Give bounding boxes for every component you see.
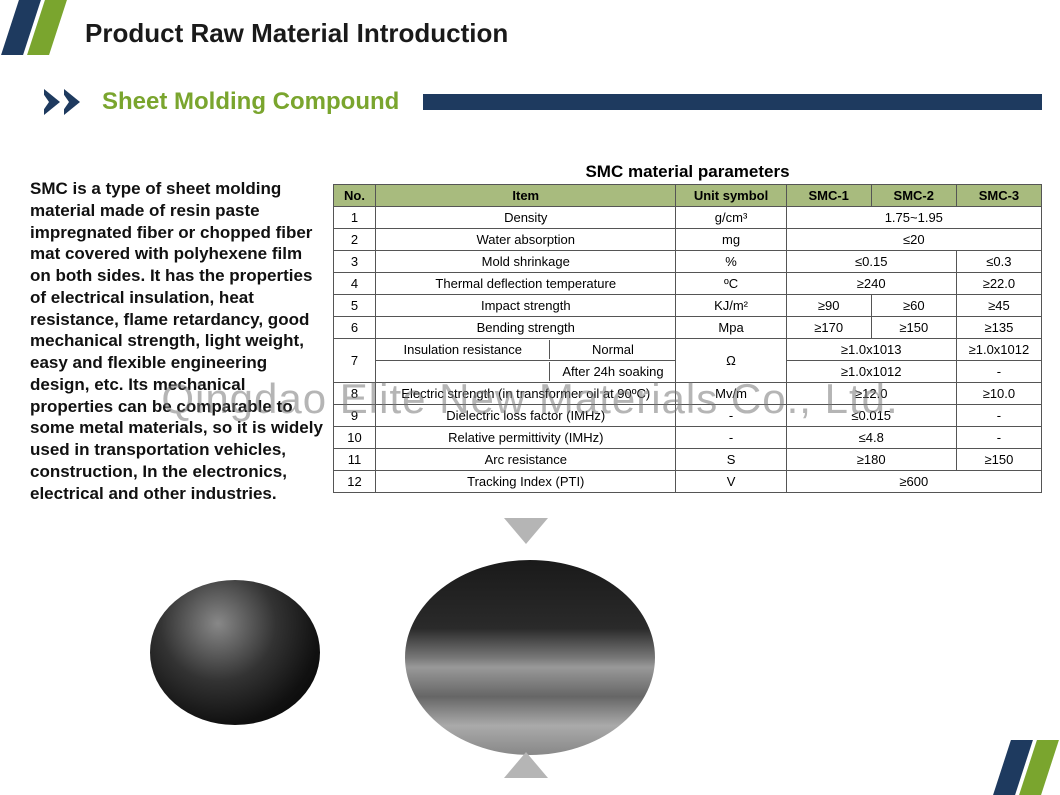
table-cell: Bending strength — [376, 317, 676, 339]
table-cell: 2 — [334, 229, 376, 251]
table-cell: 3 — [334, 251, 376, 273]
column-header: SMC-1 — [786, 185, 871, 207]
table-cell: ≥135 — [956, 317, 1041, 339]
table-cell: ≤0.3 — [956, 251, 1041, 273]
table-cell: Arc resistance — [376, 449, 676, 471]
table-cell: Ω — [676, 339, 786, 383]
arrow-down-icon — [504, 518, 548, 544]
table-cell: 5 — [334, 295, 376, 317]
table-cell: ≤4.8 — [786, 427, 956, 449]
column-header: No. — [334, 185, 376, 207]
table-cell: ≥170 — [786, 317, 871, 339]
table-cell: Tracking Index (PTI) — [376, 471, 676, 493]
table-cell: ≥600 — [786, 471, 1041, 493]
table-cell: Insulation resistanceNormal — [376, 339, 676, 361]
table-cell: ≥22.0 — [956, 273, 1041, 295]
table-cell: Mpa — [676, 317, 786, 339]
table-cell: Insulation resistanceAfter 24h soaking — [376, 361, 676, 383]
section-header: Sheet Molding Compound — [44, 88, 1042, 116]
table-cell: Electric strength (in transformer oil at… — [376, 383, 676, 405]
table-cell: Density — [376, 207, 676, 229]
column-header: SMC-3 — [956, 185, 1041, 207]
bottom-corner-accent — [990, 740, 1060, 795]
table-cell: ≤20 — [786, 229, 1041, 251]
table-cell: ≥10.0 — [956, 383, 1041, 405]
table-cell: ≥12.0 — [786, 383, 956, 405]
chevron-icon — [44, 89, 84, 115]
description-text: SMC is a type of sheet molding material … — [30, 178, 325, 504]
table-cell: 9 — [334, 405, 376, 427]
material-photo-small — [150, 580, 320, 725]
column-header: Unit symbol — [676, 185, 786, 207]
table-cell: Water absorption — [376, 229, 676, 251]
table-cell: ≥1.0x1012 — [956, 339, 1041, 361]
table-cell: V — [676, 471, 786, 493]
table-cell: ≤0.15 — [786, 251, 956, 273]
parameters-table: No.ItemUnit symbolSMC-1SMC-2SMC-3 1Densi… — [333, 184, 1042, 493]
arrow-up-icon — [504, 752, 548, 778]
table-cell: Impact strength — [376, 295, 676, 317]
table-cell: Mold shrinkage — [376, 251, 676, 273]
table-cell: 8 — [334, 383, 376, 405]
page-title: Product Raw Material Introduction — [85, 18, 508, 49]
table-cell: 11 — [334, 449, 376, 471]
table-cell: ºC — [676, 273, 786, 295]
table-cell: - — [956, 361, 1041, 383]
table-cell: 12 — [334, 471, 376, 493]
table-cell: ≥1.0x1012 — [786, 361, 956, 383]
table-cell: KJ/m² — [676, 295, 786, 317]
table-cell: 6 — [334, 317, 376, 339]
table-cell: 1.75~1.95 — [786, 207, 1041, 229]
table-cell: - — [676, 405, 786, 427]
table-cell: ≥90 — [786, 295, 871, 317]
material-photo-large — [405, 560, 655, 755]
table-cell: Relative permittivity (IMHz) — [376, 427, 676, 449]
table-cell: ≥1.0x1013 — [786, 339, 956, 361]
table-cell: mg — [676, 229, 786, 251]
table-cell: g/cm³ — [676, 207, 786, 229]
table-cell: - — [676, 427, 786, 449]
table-cell: Mv/m — [676, 383, 786, 405]
table-cell: ≥150 — [956, 449, 1041, 471]
table-cell: 1 — [334, 207, 376, 229]
section-title: Sheet Molding Compound — [102, 88, 399, 116]
table-cell: % — [676, 251, 786, 273]
column-header: SMC-2 — [871, 185, 956, 207]
table-cell: ≥45 — [956, 295, 1041, 317]
table-cell: ≥150 — [871, 317, 956, 339]
table-cell: - — [956, 405, 1041, 427]
table-cell: ≥60 — [871, 295, 956, 317]
table-cell: 10 — [334, 427, 376, 449]
table-cell: 4 — [334, 273, 376, 295]
table-caption: SMC material parameters — [333, 162, 1042, 182]
table-cell: ≤0.015 — [786, 405, 956, 427]
top-corner-accent — [0, 0, 70, 55]
table-cell: 7 — [334, 339, 376, 383]
table-cell: ≥240 — [786, 273, 956, 295]
table-cell: ≥180 — [786, 449, 956, 471]
table-cell: - — [956, 427, 1041, 449]
parameters-table-wrap: SMC material parameters No.ItemUnit symb… — [333, 162, 1042, 493]
table-cell: Thermal deflection temperature — [376, 273, 676, 295]
table-cell: Dielectric loss factor (IMHz) — [376, 405, 676, 427]
section-bar — [423, 94, 1042, 110]
column-header: Item — [376, 185, 676, 207]
table-cell: S — [676, 449, 786, 471]
